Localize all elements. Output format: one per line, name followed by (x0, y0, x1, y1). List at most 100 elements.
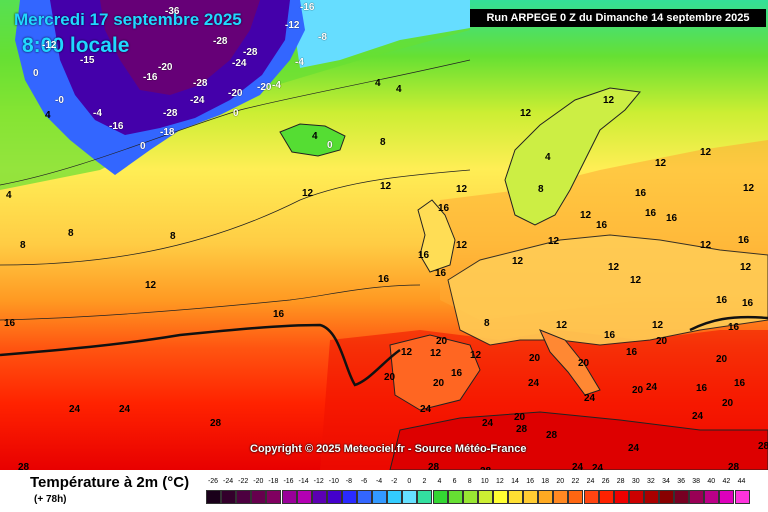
scale-tick-label: -8 (345, 478, 352, 485)
temperature-value: 16 (4, 318, 16, 329)
temperature-value: 0 (33, 68, 39, 79)
isotherm-1 (0, 59, 471, 186)
temperature-value: -0 (55, 95, 64, 106)
scale-tick-label: 16 (526, 478, 534, 485)
scale-tick-label: 36 (677, 478, 685, 485)
scale-swatch (251, 490, 267, 504)
temperature-value: -24 (232, 58, 247, 69)
scale-swatch (221, 490, 237, 504)
scale-tick-label: -4 (375, 478, 383, 485)
temperature-value: 28 (546, 430, 558, 441)
temperature-value: 28 (18, 462, 30, 473)
scale-swatch (674, 490, 690, 504)
scale-tick-label: -20 (253, 478, 264, 485)
scale-swatch (311, 490, 327, 504)
temperature-value: 20 (656, 336, 668, 347)
temperature-value: 16 (734, 378, 746, 389)
scale-swatch (417, 490, 433, 504)
iceland-outline (279, 123, 346, 157)
temperature-value: 28 (758, 441, 768, 452)
temperature-value: -28 (243, 47, 258, 58)
temperature-value: 16 (626, 347, 638, 358)
scale-swatch (704, 490, 720, 504)
scale-swatch (447, 490, 463, 504)
temperature-value: 4 (545, 152, 551, 163)
temperature-value: 16 (635, 188, 647, 199)
temperature-value: 8 (170, 231, 176, 242)
temperature-value: 20 (514, 412, 526, 423)
temperature-map (0, 0, 768, 470)
scale-tick-label: 38 (692, 478, 701, 485)
temperature-value: 16 (728, 322, 740, 333)
temperature-value: 20 (384, 372, 396, 383)
scale-tick-label: 18 (541, 478, 550, 485)
scale-swatch (659, 490, 674, 504)
temperature-value: 16 (438, 203, 450, 214)
scale-tick-label: 4 (437, 478, 442, 485)
temperature-value: 16 (435, 268, 447, 279)
temperature-value: 16 (696, 383, 708, 394)
temperature-value: 24 (69, 404, 81, 415)
temperature-value: 12 (652, 320, 664, 331)
temperature-value: 16 (666, 213, 678, 224)
temperature-value: -12 (285, 20, 300, 31)
scale-tick-label: -6 (360, 478, 368, 485)
temperature-value: 12 (430, 348, 442, 359)
scale-swatch (538, 490, 554, 504)
scale-tick-label: -12 (313, 478, 324, 485)
iberia-outline (389, 334, 481, 411)
temperature-value: 20 (632, 385, 644, 396)
temperature-value: 12 (145, 280, 157, 291)
temperature-value: -28 (193, 78, 208, 89)
temperature-value: 16 (738, 235, 750, 246)
scale-tick-label: 42 (722, 478, 731, 485)
temperature-value: 16 (418, 250, 430, 261)
scale-swatch (628, 490, 644, 504)
scale-swatch (477, 490, 493, 504)
temperature-value: -15 (80, 55, 95, 66)
temperature-value: 24 (572, 462, 584, 473)
temperature-value: 20 (578, 358, 590, 369)
front-line (0, 323, 401, 387)
scale-swatch (326, 490, 342, 504)
scale-tick-label: 24 (586, 478, 595, 485)
greenland-core (100, 0, 260, 95)
forecast-date: Mercredi 17 septembre 2025 (14, 10, 242, 29)
scale-swatch (613, 490, 629, 504)
temperature-value: 12 (520, 108, 532, 119)
scale-swatch (236, 490, 252, 504)
temperature-value: 16 (645, 208, 657, 219)
scale-tick-label: 32 (646, 478, 655, 485)
scale-tick-label: 40 (707, 478, 716, 485)
scale-tick-label: -22 (238, 478, 249, 485)
temperature-value: 12 (743, 183, 755, 194)
scale-swatch (296, 490, 312, 504)
forecast-time: 8:00 locale (22, 34, 130, 57)
forecast-offset: (+ 78h) (34, 494, 67, 505)
scale-tick-label: -10 (328, 478, 339, 485)
scale-swatch (689, 490, 705, 504)
italy-outline (539, 329, 601, 396)
scandinavia-outline (504, 87, 641, 226)
scale-tick-label: 34 (662, 478, 670, 485)
temperature-value: 4 (375, 78, 381, 89)
scale-swatch (523, 490, 539, 504)
temperature-value: 24 (592, 463, 604, 474)
copyright: Copyright © 2025 Meteociel.fr - Source M… (250, 443, 527, 455)
temperature-value: 0 (327, 140, 333, 151)
temperature-value: -28 (163, 108, 178, 119)
scale-tick-label: -14 (298, 478, 309, 485)
legend-title: Température à 2m (°C) (30, 474, 190, 491)
temperature-value: 12 (630, 275, 642, 286)
scale-swatch (387, 490, 403, 504)
scale-swatch (568, 490, 584, 504)
temperature-value: -12 (42, 40, 57, 51)
temperature-value: -20 (257, 82, 272, 93)
temperature-value: -20 (228, 88, 243, 99)
temperature-value: 16 (273, 309, 285, 320)
temperature-value: 24 (646, 382, 658, 393)
temperature-value: 28 (210, 418, 222, 429)
scale-swatch (719, 490, 735, 504)
temperature-value: 12 (380, 181, 392, 192)
